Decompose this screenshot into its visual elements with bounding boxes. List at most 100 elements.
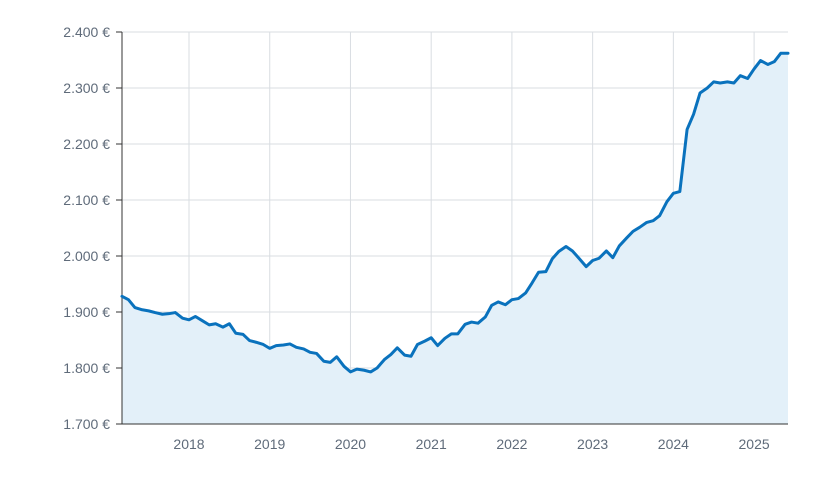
data-point [449, 332, 453, 336]
data-point [140, 308, 144, 312]
data-point [241, 332, 245, 336]
data-point [403, 353, 407, 357]
data-point [516, 297, 520, 301]
data-point [611, 256, 615, 260]
axis-lines [116, 31, 788, 425]
data-point [389, 353, 393, 357]
data-point [120, 294, 124, 298]
data-point [570, 249, 574, 253]
x-tick-label: 2021 [416, 436, 447, 452]
data-point [470, 320, 474, 324]
data-point [375, 366, 379, 370]
data-point [786, 51, 790, 55]
data-point [738, 74, 742, 78]
data-point [584, 265, 588, 269]
data-point [355, 367, 359, 371]
data-point [348, 370, 352, 374]
data-point [436, 344, 440, 348]
data-point [187, 318, 191, 322]
data-point [369, 370, 373, 374]
data-point [698, 91, 702, 95]
area-fill-layer [122, 53, 788, 424]
data-point [181, 316, 185, 320]
x-tick-label: 2019 [254, 436, 285, 452]
data-point [207, 323, 211, 327]
data-point [705, 86, 709, 90]
data-point [268, 346, 272, 350]
data-point [463, 322, 467, 326]
data-point [604, 249, 608, 253]
data-point [342, 364, 346, 368]
data-point [476, 321, 480, 325]
data-point [631, 229, 635, 233]
series-line [120, 51, 790, 374]
data-point [126, 298, 130, 302]
data-point [221, 325, 225, 329]
data-point [564, 244, 568, 248]
data-point [294, 345, 298, 349]
data-point [732, 81, 736, 85]
series-line-layer [120, 51, 790, 374]
data-point [395, 346, 399, 350]
data-point [201, 319, 205, 323]
x-tick-label: 2023 [577, 436, 608, 452]
data-point [153, 311, 157, 315]
y-tick-label: 1.700 € [63, 416, 110, 432]
data-point [524, 291, 528, 295]
data-point [308, 350, 312, 354]
data-point [261, 342, 265, 346]
data-point [645, 220, 649, 224]
data-point [496, 300, 500, 304]
data-point [678, 190, 682, 194]
x-tick-label: 2024 [658, 436, 689, 452]
data-point [597, 256, 601, 260]
data-point [779, 51, 783, 55]
data-point [685, 127, 689, 131]
data-point [671, 191, 675, 195]
data-point [665, 200, 669, 204]
data-point [248, 339, 252, 343]
data-point [254, 340, 258, 344]
data-point [483, 315, 487, 319]
data-point [625, 236, 629, 240]
data-point [752, 67, 756, 71]
x-tick-labels: 2018 2019 2020 2021 2022 2023 2024 2025 [173, 436, 769, 452]
x-tick-label: 2025 [739, 436, 770, 452]
y-tick-label: 1.800 € [63, 360, 110, 376]
data-point [193, 314, 197, 318]
data-point [133, 306, 137, 310]
data-point [429, 336, 433, 340]
data-point [503, 303, 507, 307]
data-point [591, 258, 595, 262]
data-point [637, 225, 641, 229]
data-point [227, 322, 231, 326]
series-area-fill [122, 53, 788, 424]
y-tick-label: 2.400 € [63, 24, 110, 40]
data-point [772, 60, 776, 64]
data-point [718, 81, 722, 85]
data-point [382, 358, 386, 362]
data-point [557, 250, 561, 254]
data-point [322, 359, 326, 363]
data-point [651, 219, 655, 223]
data-point [415, 342, 419, 346]
data-point [288, 342, 292, 346]
data-point [490, 303, 494, 307]
data-point [550, 257, 554, 261]
data-point [658, 214, 662, 218]
data-point [335, 355, 339, 359]
data-point [577, 256, 581, 260]
x-tick-label: 2022 [496, 436, 527, 452]
data-point [692, 112, 696, 116]
data-point [456, 332, 460, 336]
data-point [147, 309, 151, 313]
y-tick-label: 1.900 € [63, 304, 110, 320]
data-point [712, 80, 716, 84]
data-point [173, 311, 177, 315]
data-point [537, 270, 541, 274]
data-point [766, 62, 770, 66]
data-point [281, 343, 285, 347]
data-point [544, 270, 548, 274]
